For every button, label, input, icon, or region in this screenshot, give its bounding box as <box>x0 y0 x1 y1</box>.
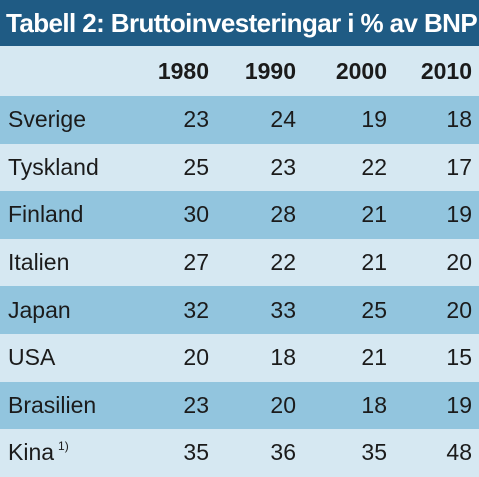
value-cell: 20 <box>446 249 472 276</box>
table-row: USA 20 18 21 15 <box>0 333 479 382</box>
value-cell: 21 <box>361 201 387 228</box>
country-label: Sverige <box>8 106 86 133</box>
table-row: Japan 32 33 25 20 <box>0 286 479 334</box>
value-cell: 33 <box>270 296 296 323</box>
value-cell: 35 <box>361 439 387 466</box>
country-label: Finland <box>8 201 84 228</box>
value-cell: 20 <box>270 391 296 418</box>
country-label: Japan <box>8 296 71 323</box>
country-label: Italien <box>8 249 70 276</box>
value-cell: 35 <box>183 439 209 466</box>
country-label-cell: Kina 1) <box>0 439 145 466</box>
value-cell: 30 <box>183 201 209 228</box>
country-label: Brasilien <box>8 391 97 418</box>
value-cell: 27 <box>183 249 209 276</box>
value-cell: 25 <box>183 153 209 180</box>
value-cell: 19 <box>446 391 472 418</box>
country-label: Tyskland <box>8 153 99 180</box>
country-label: Kina <box>8 439 55 466</box>
table-row: Tyskland 25 23 22 17 <box>0 143 479 192</box>
value-cell: 23 <box>183 391 209 418</box>
value-cell: 36 <box>270 439 296 466</box>
value-cell: 18 <box>446 106 472 133</box>
table-row: Sverige 23 24 19 18 <box>0 96 479 144</box>
column-header-1980: 1980 <box>157 57 209 84</box>
value-cell: 20 <box>446 296 472 323</box>
value-cell: 32 <box>183 296 209 323</box>
value-cell: 25 <box>361 296 387 323</box>
table-row: Kina 1) 35 36 35 48 <box>0 429 479 477</box>
value-cell: 28 <box>270 201 296 228</box>
header-row: 1980 1990 2000 2010 <box>0 46 479 96</box>
value-cell: 23 <box>183 106 209 133</box>
value-cell: 24 <box>270 106 296 133</box>
value-cell: 18 <box>361 391 387 418</box>
value-cell: 19 <box>446 201 472 228</box>
value-cell: 23 <box>270 153 296 180</box>
value-cell: 22 <box>270 249 296 276</box>
value-cell: 18 <box>270 344 296 371</box>
table-row: Finland 30 28 21 19 <box>0 191 479 239</box>
footnote-marker: 1) <box>58 438 69 453</box>
column-header-2010: 2010 <box>420 57 472 84</box>
value-cell: 17 <box>446 153 472 180</box>
value-cell: 15 <box>446 344 472 371</box>
value-cell: 19 <box>361 106 387 133</box>
value-cell: 48 <box>446 439 472 466</box>
table-row: Italien 27 22 21 20 <box>0 238 479 287</box>
column-header-1990: 1990 <box>244 57 296 84</box>
value-cell: 21 <box>361 249 387 276</box>
table-title: Tabell 2: Bruttoinvesteringar i % av BNP <box>0 0 479 46</box>
value-cell: 21 <box>361 344 387 371</box>
table-row: Brasilien 23 20 18 19 <box>0 381 479 430</box>
value-cell: 20 <box>183 344 209 371</box>
column-header-2000: 2000 <box>335 57 387 84</box>
country-label: USA <box>8 344 56 371</box>
value-cell: 22 <box>361 153 387 180</box>
